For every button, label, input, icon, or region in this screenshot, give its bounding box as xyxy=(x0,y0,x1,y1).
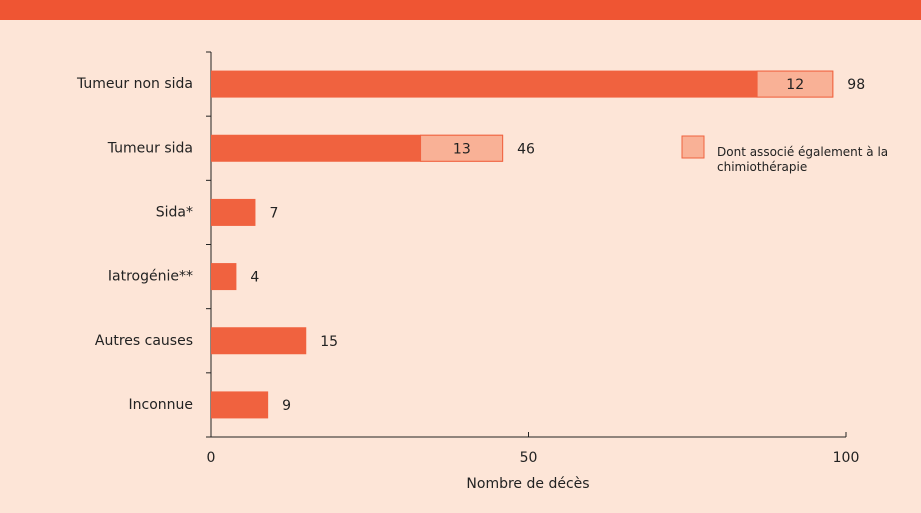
value-label: 15 xyxy=(320,334,338,350)
bar xyxy=(211,391,269,419)
value-label: 7 xyxy=(269,205,278,221)
y-tick-label: Sida* xyxy=(156,204,193,220)
legend-swatch xyxy=(681,135,705,159)
value-label: 98 xyxy=(847,77,865,93)
bar xyxy=(211,198,256,226)
segment-label: 12 xyxy=(786,77,804,93)
x-tick-label: 100 xyxy=(833,450,860,466)
value-label: 4 xyxy=(250,270,259,286)
y-tick-label: Tumeur non sida xyxy=(76,76,193,92)
bar xyxy=(211,263,237,291)
legend-label: Dont associé également à la chimiothérap… xyxy=(717,145,889,174)
x-axis-label: Nombre de décès xyxy=(466,476,589,492)
y-tick-label: Tumeur sida xyxy=(107,140,193,156)
bar xyxy=(211,327,307,355)
segment-label: 13 xyxy=(453,141,471,157)
bar-segment xyxy=(756,70,834,98)
y-tick-label: Autres causes xyxy=(95,333,193,349)
bar-segment xyxy=(420,134,504,162)
x-tick-label: 0 xyxy=(207,450,216,466)
bar xyxy=(211,70,834,98)
x-tick-label: 50 xyxy=(520,450,538,466)
y-tick-label: Iatrogénie** xyxy=(108,269,193,285)
header-bar xyxy=(0,0,921,20)
value-label: 9 xyxy=(282,398,291,414)
value-label: 46 xyxy=(517,141,535,157)
y-tick-label: Inconnue xyxy=(129,397,194,413)
